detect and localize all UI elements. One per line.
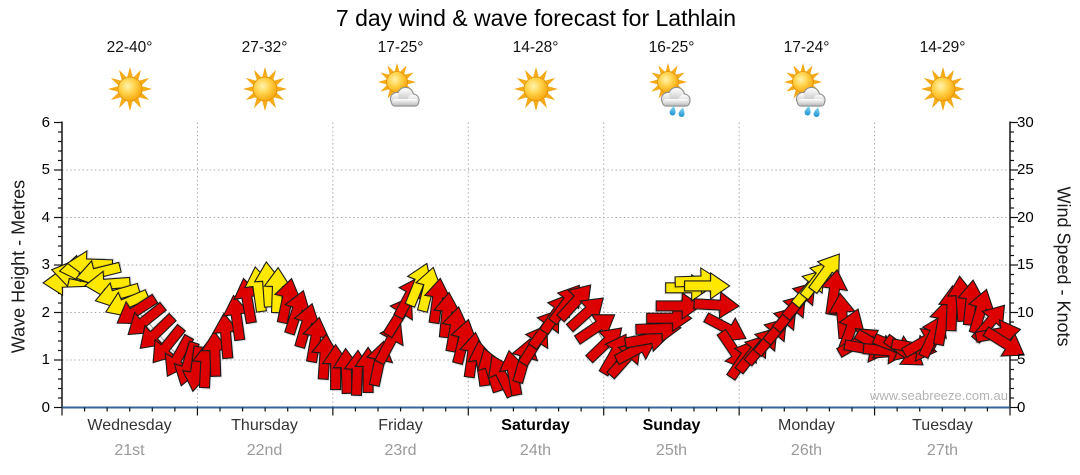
wind-arrow xyxy=(980,326,1025,357)
day-name-label: Saturday xyxy=(501,417,570,434)
weather-icon-cell xyxy=(197,62,332,120)
wind-axis-tick-label: 15 xyxy=(1017,256,1034,273)
wind-axis-tick-label: 20 xyxy=(1017,208,1034,226)
wind-arrow xyxy=(565,297,604,335)
wave-axis-tick-label: 3 xyxy=(41,256,50,273)
temperature-range-label: 17-25° xyxy=(377,39,424,56)
weather-icon-cell xyxy=(739,62,874,120)
wind-axis-tick-label: 0 xyxy=(1017,398,1026,416)
wind-arrow xyxy=(293,302,321,351)
wave-axis-tick-label: 6 xyxy=(41,113,50,131)
wave-axis-tick-label: 0 xyxy=(41,398,50,416)
wave-axis-tick-label: 2 xyxy=(41,303,50,321)
wind-arrow xyxy=(423,277,452,326)
axis-tick-marks xyxy=(54,121,1018,416)
sunny-icon xyxy=(513,67,558,111)
weather-icon-cell xyxy=(468,62,603,120)
wind-arrow xyxy=(644,304,693,333)
day-name-label: Wednesday xyxy=(87,417,172,434)
sunny-icon xyxy=(107,67,152,111)
wind-axis-tick-label: 30 xyxy=(1017,113,1034,131)
wind-arrow xyxy=(808,253,840,296)
wind-arrow xyxy=(556,284,592,325)
wind-arrow xyxy=(691,291,741,320)
wind-arrow xyxy=(374,321,404,368)
day-date-label: 24th xyxy=(519,442,552,459)
wind-arrows xyxy=(42,249,1025,399)
temperature-range-label: 22-40° xyxy=(106,39,153,56)
day-date-label: 22nd xyxy=(246,442,283,459)
temperature-range-label: 17-24° xyxy=(783,39,830,56)
day-name-label: Sunday xyxy=(642,417,701,434)
vertical-gridlines xyxy=(196,122,876,408)
showers-icon xyxy=(648,63,691,117)
day-name-label: Monday xyxy=(778,417,835,434)
temperature-range-label: 27-32° xyxy=(241,39,288,56)
day-name-label: Friday xyxy=(378,417,423,434)
weather-icon-cell xyxy=(604,62,739,120)
partly-cloudy-icon xyxy=(377,63,420,107)
sunny-icon xyxy=(920,67,965,111)
wave-axis-tick-label: 4 xyxy=(41,208,50,226)
temperature-range-label: 14-28° xyxy=(512,39,559,56)
wind-arrow xyxy=(654,291,703,321)
wind-axis-tick-label: 10 xyxy=(1017,303,1034,321)
day-date-label: 26th xyxy=(790,442,823,459)
weather-icon-cell xyxy=(62,62,197,120)
wind-arrow xyxy=(682,271,731,301)
weather-icon-cell xyxy=(875,62,1010,120)
watermark-text: www.seabreeze.com.au xyxy=(869,388,1008,403)
wind-axis-tick-label: 5 xyxy=(1017,351,1026,368)
day-date-label: 27th xyxy=(926,442,959,459)
weather-icon-cell xyxy=(333,62,468,120)
day-date-label: 23rd xyxy=(384,442,417,459)
wind-axis-tick-label: 25 xyxy=(1017,161,1034,178)
wind-speed-axis-title: Wind Speed - Knots xyxy=(1053,186,1074,347)
wind-arrow xyxy=(139,311,177,350)
wind-arrow xyxy=(573,314,616,347)
day-date-label: 21st xyxy=(114,442,145,459)
sunny-icon xyxy=(242,67,287,111)
day-date-label: 25th xyxy=(655,442,688,459)
day-name-label: Thursday xyxy=(231,417,298,434)
wave-axis-tick-label: 1 xyxy=(41,351,50,368)
temperature-range-label: 14-29° xyxy=(919,39,966,56)
wave-axis-tick-label: 5 xyxy=(41,161,50,178)
showers-icon xyxy=(783,63,826,117)
wind-arrow xyxy=(701,312,747,342)
page-title: 7 day wind & wave forecast for Lathlain xyxy=(335,5,737,31)
day-name-label: Tuesday xyxy=(912,417,973,434)
wind-arrow xyxy=(152,322,187,364)
temperature-range-label: 16-25° xyxy=(648,39,695,56)
wind-arrow xyxy=(302,316,331,365)
